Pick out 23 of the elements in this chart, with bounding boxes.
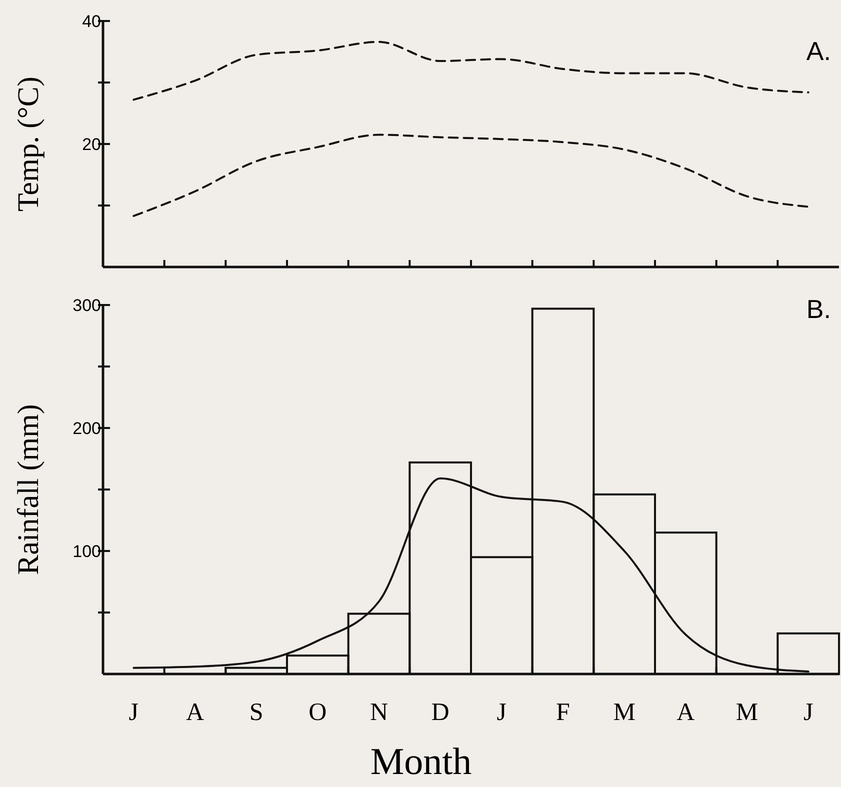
y-tick-label: 100	[72, 542, 101, 561]
y-tick-label: 300	[72, 296, 101, 315]
y-axis-title: Temp. (°C)	[12, 76, 45, 212]
annotation: B.	[806, 294, 831, 324]
x-tick-label: N	[370, 699, 388, 726]
x-tick-label: J	[803, 699, 814, 726]
x-tick-label: D	[431, 699, 450, 726]
y-tick-label: 20	[82, 134, 101, 154]
x-tick-label: J	[128, 699, 139, 726]
x-tick-label: M	[736, 699, 758, 726]
x-tick-label: S	[249, 699, 264, 726]
x-tick-label: M	[613, 699, 636, 726]
x-tick-label: A	[186, 699, 204, 726]
line-series	[132, 134, 810, 217]
x-tick-label: J	[496, 699, 507, 726]
y-tick-label: 40	[82, 12, 101, 31]
y-axis-title: Rainfall (mm)	[12, 404, 45, 575]
y-tick-label: 200	[72, 418, 101, 438]
x-tick-label: F	[556, 699, 570, 726]
x-tick-label: O	[308, 699, 327, 726]
x-tick-label: A	[676, 699, 695, 726]
annotation: A.	[806, 36, 831, 66]
x-axis-title: Month	[370, 741, 472, 783]
